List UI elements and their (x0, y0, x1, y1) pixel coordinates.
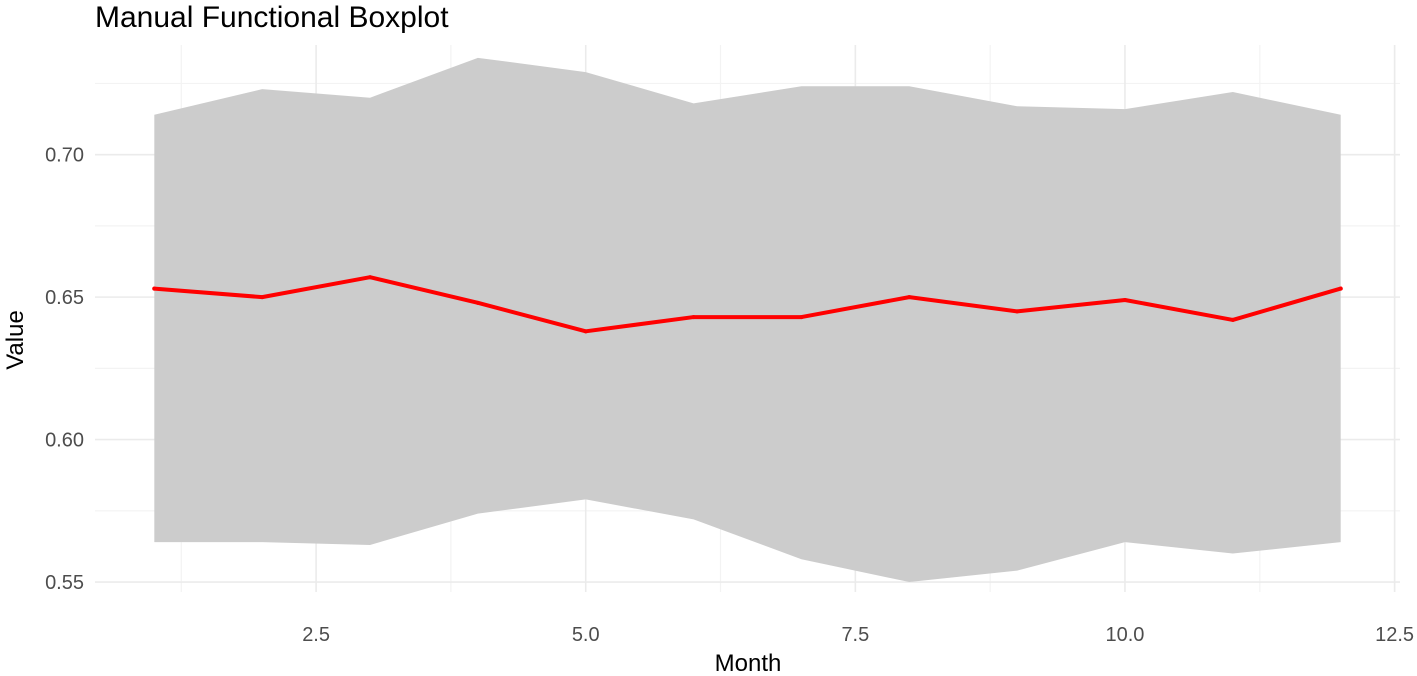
median-point (1230, 317, 1235, 322)
median-point (475, 300, 480, 305)
y-axis-title: Value (2, 310, 29, 370)
median-point (368, 275, 373, 280)
median-point (907, 295, 912, 300)
median-point (799, 315, 804, 320)
x-tick-label: 12.5 (1375, 624, 1414, 646)
x-axis-ticks: 2.5 5.0 7.5 10.0 12.5 (302, 624, 1414, 646)
median-point (691, 315, 696, 320)
y-tick-label: 0.55 (45, 572, 84, 594)
x-axis-title: Month (715, 650, 782, 676)
series-layer (152, 275, 1343, 334)
x-tick-label: 7.5 (841, 624, 869, 646)
y-tick-label: 0.70 (45, 145, 84, 167)
median-point (152, 286, 157, 291)
y-tick-label: 0.65 (45, 287, 84, 309)
chart-title: Manual Functional Boxplot (95, 1, 449, 34)
median-line (152, 275, 1343, 334)
median-point (583, 329, 588, 334)
envelope-band (154, 57, 1341, 583)
x-tick-label: 5.0 (572, 624, 600, 646)
y-axis-ticks: 0.55 0.60 0.65 0.70 (45, 145, 84, 594)
band-layer (154, 57, 1341, 583)
x-tick-label: 2.5 (302, 624, 330, 646)
median-point (1015, 309, 1020, 314)
median-point (1338, 286, 1343, 291)
median-point (260, 295, 265, 300)
y-tick-label: 0.60 (45, 430, 84, 452)
median-point (1122, 297, 1127, 302)
x-tick-label: 10.0 (1106, 624, 1145, 646)
